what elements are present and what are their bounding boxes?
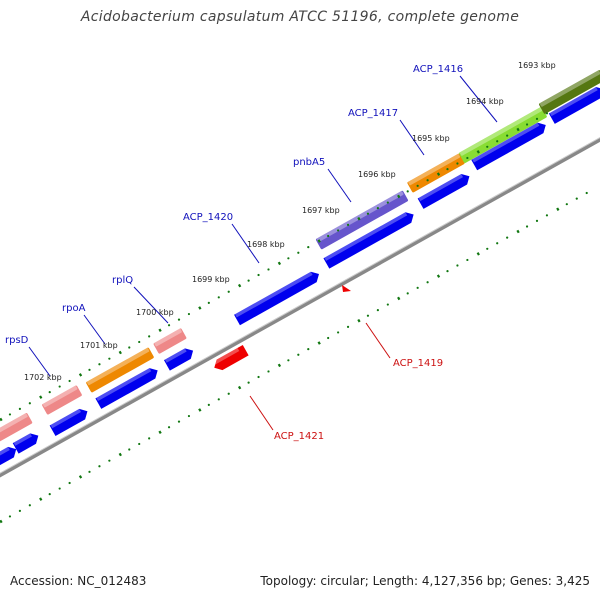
backbone-line — [0, 137, 600, 478]
label-leader-line — [365, 322, 391, 359]
gene-label: ACP_1421 — [274, 431, 324, 442]
tick-dots — [0, 112, 588, 524]
gene-label: ACP_1417 — [348, 108, 398, 119]
label-leader-line — [459, 75, 498, 123]
position-label: 1698 kbp — [247, 240, 285, 249]
gene-label: rpsD — [5, 335, 29, 346]
genome-stats-label: Topology: circular; Length: 4,127,356 bp… — [260, 574, 590, 588]
backbone-highlight — [0, 137, 600, 474]
label-leader-line — [133, 286, 169, 324]
position-label: 1700 kbp — [136, 308, 174, 317]
position-label: 1696 kbp — [358, 170, 396, 179]
feature-block-rplQ — [153, 328, 187, 354]
label-leader-line — [83, 314, 106, 345]
feature-block-ACP-1416 — [459, 107, 547, 163]
label-leader-line — [327, 168, 352, 203]
backbone — [0, 137, 600, 478]
gene-arrow-fwd-1 — [0, 446, 17, 469]
accession-label: Accession: NC_012483 — [10, 574, 147, 588]
position-label: 1694 kbp — [466, 97, 504, 106]
gene-label: pnbA5 — [293, 157, 325, 168]
gene-label: rpoA — [62, 303, 86, 314]
label-leader-line — [249, 395, 274, 431]
position-label: 1699 kbp — [192, 275, 230, 284]
gene-label: rplQ — [112, 275, 133, 286]
gene-arrow-fwd-ACP-1416 — [471, 122, 546, 171]
label-leader-line — [28, 346, 51, 377]
gene-label: ACP_1419 — [393, 358, 443, 369]
outer-feature-band — [0, 70, 600, 447]
gene-arrow-fwd-4 — [95, 368, 158, 409]
gene-label: ACP_1420 — [183, 212, 233, 223]
feature-block-rpsD-left — [0, 413, 33, 447]
feature-block-rpoA — [86, 347, 154, 393]
gene-arrow-fwd-3 — [49, 408, 88, 437]
feature-block-ACP-1416-end — [539, 70, 600, 114]
gene-labels: ACP_1416 ACP_1417 pnbA5 ACP_1420 rplQ rpoA rps… — [5, 64, 498, 442]
position-label: 1695 kbp — [412, 134, 450, 143]
forward-strand-genes — [0, 87, 600, 469]
label-leader-line — [231, 223, 260, 264]
gene-arrow-fwd-2 — [12, 433, 39, 454]
inner-tick-row — [0, 191, 588, 524]
gene-label: ACP_1416 — [413, 64, 463, 75]
gene-arrow-ACP-1421 — [212, 344, 249, 371]
feature-block-rpsD — [42, 385, 82, 415]
label-leader-line — [399, 119, 425, 156]
feature-block-pnbA5 — [315, 190, 409, 250]
gene-arrow-fwd-pnbA5 — [323, 212, 414, 269]
gene-arrow-fwd-ACP-1417 — [417, 174, 470, 209]
position-label: 1702 kbp — [24, 373, 62, 382]
position-labels: 1693 kbp 1694 kbp 1695 kbp 1696 kbp 1697 kbp… — [24, 61, 556, 382]
position-label: 1701 kbp — [80, 341, 118, 350]
reverse-strand-genes — [212, 285, 351, 371]
gene-arrow-fwd-end — [548, 87, 600, 124]
position-label: 1693 kbp — [518, 61, 556, 70]
map-title: Acidobacterium capsulatum ATCC 51196, co… — [80, 9, 520, 25]
position-label: 1697 kbp — [302, 206, 340, 215]
gene-arrow-ACP-1419 — [342, 285, 351, 292]
outer-tick-row — [0, 112, 549, 422]
gene-arrow-fwd-5 — [163, 348, 194, 371]
feature-block-ACP-1417 — [407, 153, 465, 193]
gene-arrow-ACP-1420 — [234, 271, 319, 326]
